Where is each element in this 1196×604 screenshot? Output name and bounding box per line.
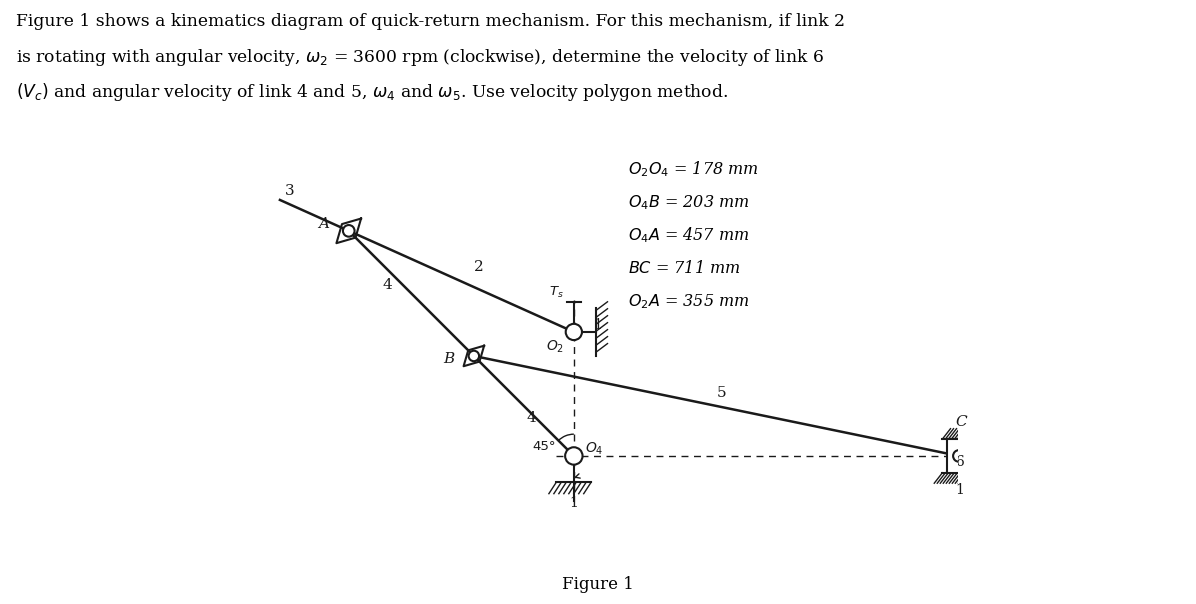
- Text: 4: 4: [526, 411, 537, 425]
- Text: $O_2$: $O_2$: [547, 338, 565, 355]
- Text: 5: 5: [716, 386, 726, 400]
- Text: 4: 4: [383, 278, 392, 292]
- Text: 2: 2: [474, 260, 484, 274]
- Text: $O_2A$ = 355 mm: $O_2A$ = 355 mm: [628, 293, 750, 311]
- Text: Figure 1 shows a kinematics diagram of quick-return mechanism. For this mechanis: Figure 1 shows a kinematics diagram of q…: [16, 13, 844, 30]
- Circle shape: [469, 351, 480, 361]
- Text: 1: 1: [593, 318, 603, 332]
- Text: $O_4B$ = 203 mm: $O_4B$ = 203 mm: [628, 193, 750, 211]
- Text: $T_s$: $T_s$: [549, 285, 565, 300]
- Text: $BC$ = 711 mm: $BC$ = 711 mm: [628, 260, 740, 277]
- Text: $O_4A$ = 457 mm: $O_4A$ = 457 mm: [628, 226, 749, 245]
- Circle shape: [343, 225, 354, 237]
- Circle shape: [953, 450, 965, 461]
- Text: 45°: 45°: [532, 440, 556, 453]
- Text: 1: 1: [954, 483, 964, 496]
- Text: Figure 1: Figure 1: [562, 576, 634, 593]
- Text: $O_4$: $O_4$: [586, 441, 604, 457]
- Text: 1: 1: [569, 496, 579, 510]
- Text: 3: 3: [285, 184, 294, 198]
- Text: A: A: [318, 217, 330, 231]
- Bar: [947, 439, 971, 473]
- Text: B: B: [444, 352, 454, 366]
- Text: is rotating with angular velocity, $\omega_2$ = 3600 rpm (clockwise), determine : is rotating with angular velocity, $\ome…: [16, 47, 824, 68]
- Text: $O_2O_4$ = 178 mm: $O_2O_4$ = 178 mm: [628, 159, 758, 179]
- Text: C: C: [956, 416, 968, 429]
- Text: $(V_c)$ and angular velocity of link 4 and 5, $\omega_4$ and $\omega_5$. Use vel: $(V_c)$ and angular velocity of link 4 a…: [16, 81, 727, 103]
- Circle shape: [566, 324, 582, 340]
- Text: 6: 6: [954, 455, 964, 469]
- Circle shape: [566, 447, 582, 464]
